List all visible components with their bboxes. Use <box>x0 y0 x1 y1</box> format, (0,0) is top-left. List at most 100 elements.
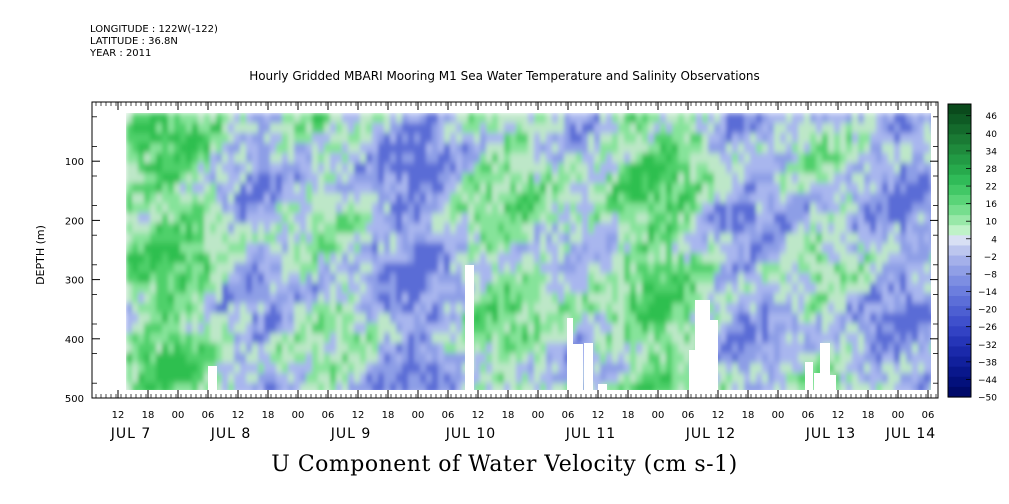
x-tick-label: 06 <box>202 410 215 421</box>
colorbar-label: 28 <box>986 165 998 175</box>
colorbar-swatch <box>948 316 971 327</box>
x-tick-label: 06 <box>442 410 455 421</box>
colorbar-swatch <box>948 336 971 348</box>
colorbar-swatch <box>948 275 971 287</box>
colorbar-swatch <box>948 164 971 176</box>
x-tick-label: 18 <box>502 410 515 421</box>
chart-title: Hourly Gridded MBARI Mooring M1 Sea Wate… <box>249 69 760 83</box>
x-day-label: JUL 11 <box>565 426 616 442</box>
x-axis-label: U Component of Water Velocity (cm s-1) <box>271 452 738 477</box>
colorbar-swatch <box>948 306 971 317</box>
colorbar-swatch <box>948 366 971 378</box>
y-tick-label: 400 <box>65 335 84 346</box>
x-day-label: JUL 7 <box>110 426 152 442</box>
x-tick-label: 06 <box>802 410 815 421</box>
x-tick-label: 00 <box>772 410 785 421</box>
colorbar-label: −2 <box>984 253 997 263</box>
colorbar-label: −44 <box>978 376 997 386</box>
x-tick-label: 00 <box>172 410 185 421</box>
x-day-label: JUL 12 <box>685 426 736 442</box>
colorbar-swatch <box>948 144 971 156</box>
colorbar-swatch <box>948 104 971 115</box>
year-text: YEAR : 2011 <box>90 48 152 59</box>
x-tick-label: 18 <box>382 410 395 421</box>
x-day-label: JUL 8 <box>210 426 252 442</box>
colorbar-swatch <box>948 346 971 358</box>
y-tick-label: 300 <box>65 276 84 287</box>
colorbar-swatch <box>948 184 971 196</box>
x-tick-label: 12 <box>112 410 125 421</box>
y-tick-label: 200 <box>65 216 84 227</box>
colorbar-label: −14 <box>978 288 997 298</box>
x-tick-label: 00 <box>532 410 545 421</box>
y-axis-label: DEPTH (m) <box>34 225 47 285</box>
colorbar-label: 4 <box>991 235 997 245</box>
colorbar-label: 22 <box>986 183 997 193</box>
colorbar-swatch <box>948 205 971 216</box>
colorbar-swatch <box>948 285 971 297</box>
x-tick-label: 12 <box>712 410 725 421</box>
colorbar-swatch <box>948 245 971 257</box>
y-tick-label: 500 <box>65 394 84 405</box>
x-tick-label: 18 <box>742 410 755 421</box>
colorbar-label: 40 <box>986 130 998 140</box>
x-tick-label: 12 <box>832 410 845 421</box>
colorbar-swatch <box>948 154 971 166</box>
colorbar-swatch <box>948 386 971 398</box>
x-tick-label: 06 <box>682 410 695 421</box>
x-tick-label: 12 <box>232 410 245 421</box>
plot-frame <box>91 101 939 399</box>
x-day-label: JUL 10 <box>445 426 496 442</box>
y-tick-label: 100 <box>65 157 84 168</box>
x-tick-label: 12 <box>352 410 365 421</box>
colorbar-label: −26 <box>978 323 997 333</box>
colorbar-swatch <box>948 295 971 307</box>
x-tick-label: 18 <box>622 410 635 421</box>
x-axis: 12 18 00 06 12 18 00 06 12 18 00 06 12 18 00 06 12 18 00 06… <box>110 102 936 442</box>
colorbar-label: 16 <box>986 200 998 210</box>
longitude-text: LONGITUDE : 122W(-122) <box>90 24 218 35</box>
colorbar-swatch <box>948 356 971 368</box>
colorbar-label: 10 <box>986 218 998 228</box>
x-day-label: JUL 9 <box>330 426 372 442</box>
latitude-text: LATITUDE : 36.8N <box>90 36 178 47</box>
colorbar-label: −20 <box>978 306 997 316</box>
x-tick-label: 06 <box>562 410 575 421</box>
colorbar-swatch <box>948 255 971 267</box>
colorbar-label: 34 <box>986 147 998 157</box>
colorbar-label: −50 <box>978 394 997 404</box>
colorbar-label: −32 <box>978 341 997 351</box>
colorbar-swatch <box>948 265 971 277</box>
x-tick-label: 00 <box>892 410 905 421</box>
colorbar-swatch <box>948 215 971 226</box>
colorbar-swatch <box>948 134 971 146</box>
colorbar-swatch <box>948 174 971 186</box>
colorbar-label: −8 <box>984 270 998 280</box>
colorbar: 46 40 34 28 22 16 10 4 −2 −8 −14 −20 −26 −32 −38 −44 −50 <box>947 103 998 404</box>
x-day-label: JUL 13 <box>805 426 856 442</box>
x-tick-label: 00 <box>292 410 305 421</box>
colorbar-label: 46 <box>986 112 998 122</box>
colorbar-swatch <box>948 194 971 206</box>
colorbar-swatch <box>948 326 971 337</box>
colorbar-swatch <box>948 124 971 135</box>
x-day-label: JUL 14 <box>885 426 936 442</box>
x-tick-label: 18 <box>862 410 875 421</box>
x-tick-label: 06 <box>322 410 335 421</box>
colorbar-swatch <box>948 235 971 247</box>
plot-area <box>126 113 931 390</box>
x-tick-label: 18 <box>262 410 275 421</box>
x-tick-label: 06 <box>922 410 935 421</box>
x-tick-label: 18 <box>142 410 155 421</box>
colorbar-swatch <box>948 225 971 236</box>
x-tick-label: 12 <box>472 410 485 421</box>
y-axis: 100 200 300 400 500 <box>65 116 938 405</box>
x-tick-label: 12 <box>592 410 605 421</box>
colorbar-swatch <box>948 376 971 388</box>
x-tick-label: 00 <box>412 410 425 421</box>
colorbar-swatch <box>948 114 971 125</box>
x-tick-label: 00 <box>652 410 665 421</box>
colorbar-label: −38 <box>978 358 997 368</box>
heatmap-field <box>126 113 931 390</box>
